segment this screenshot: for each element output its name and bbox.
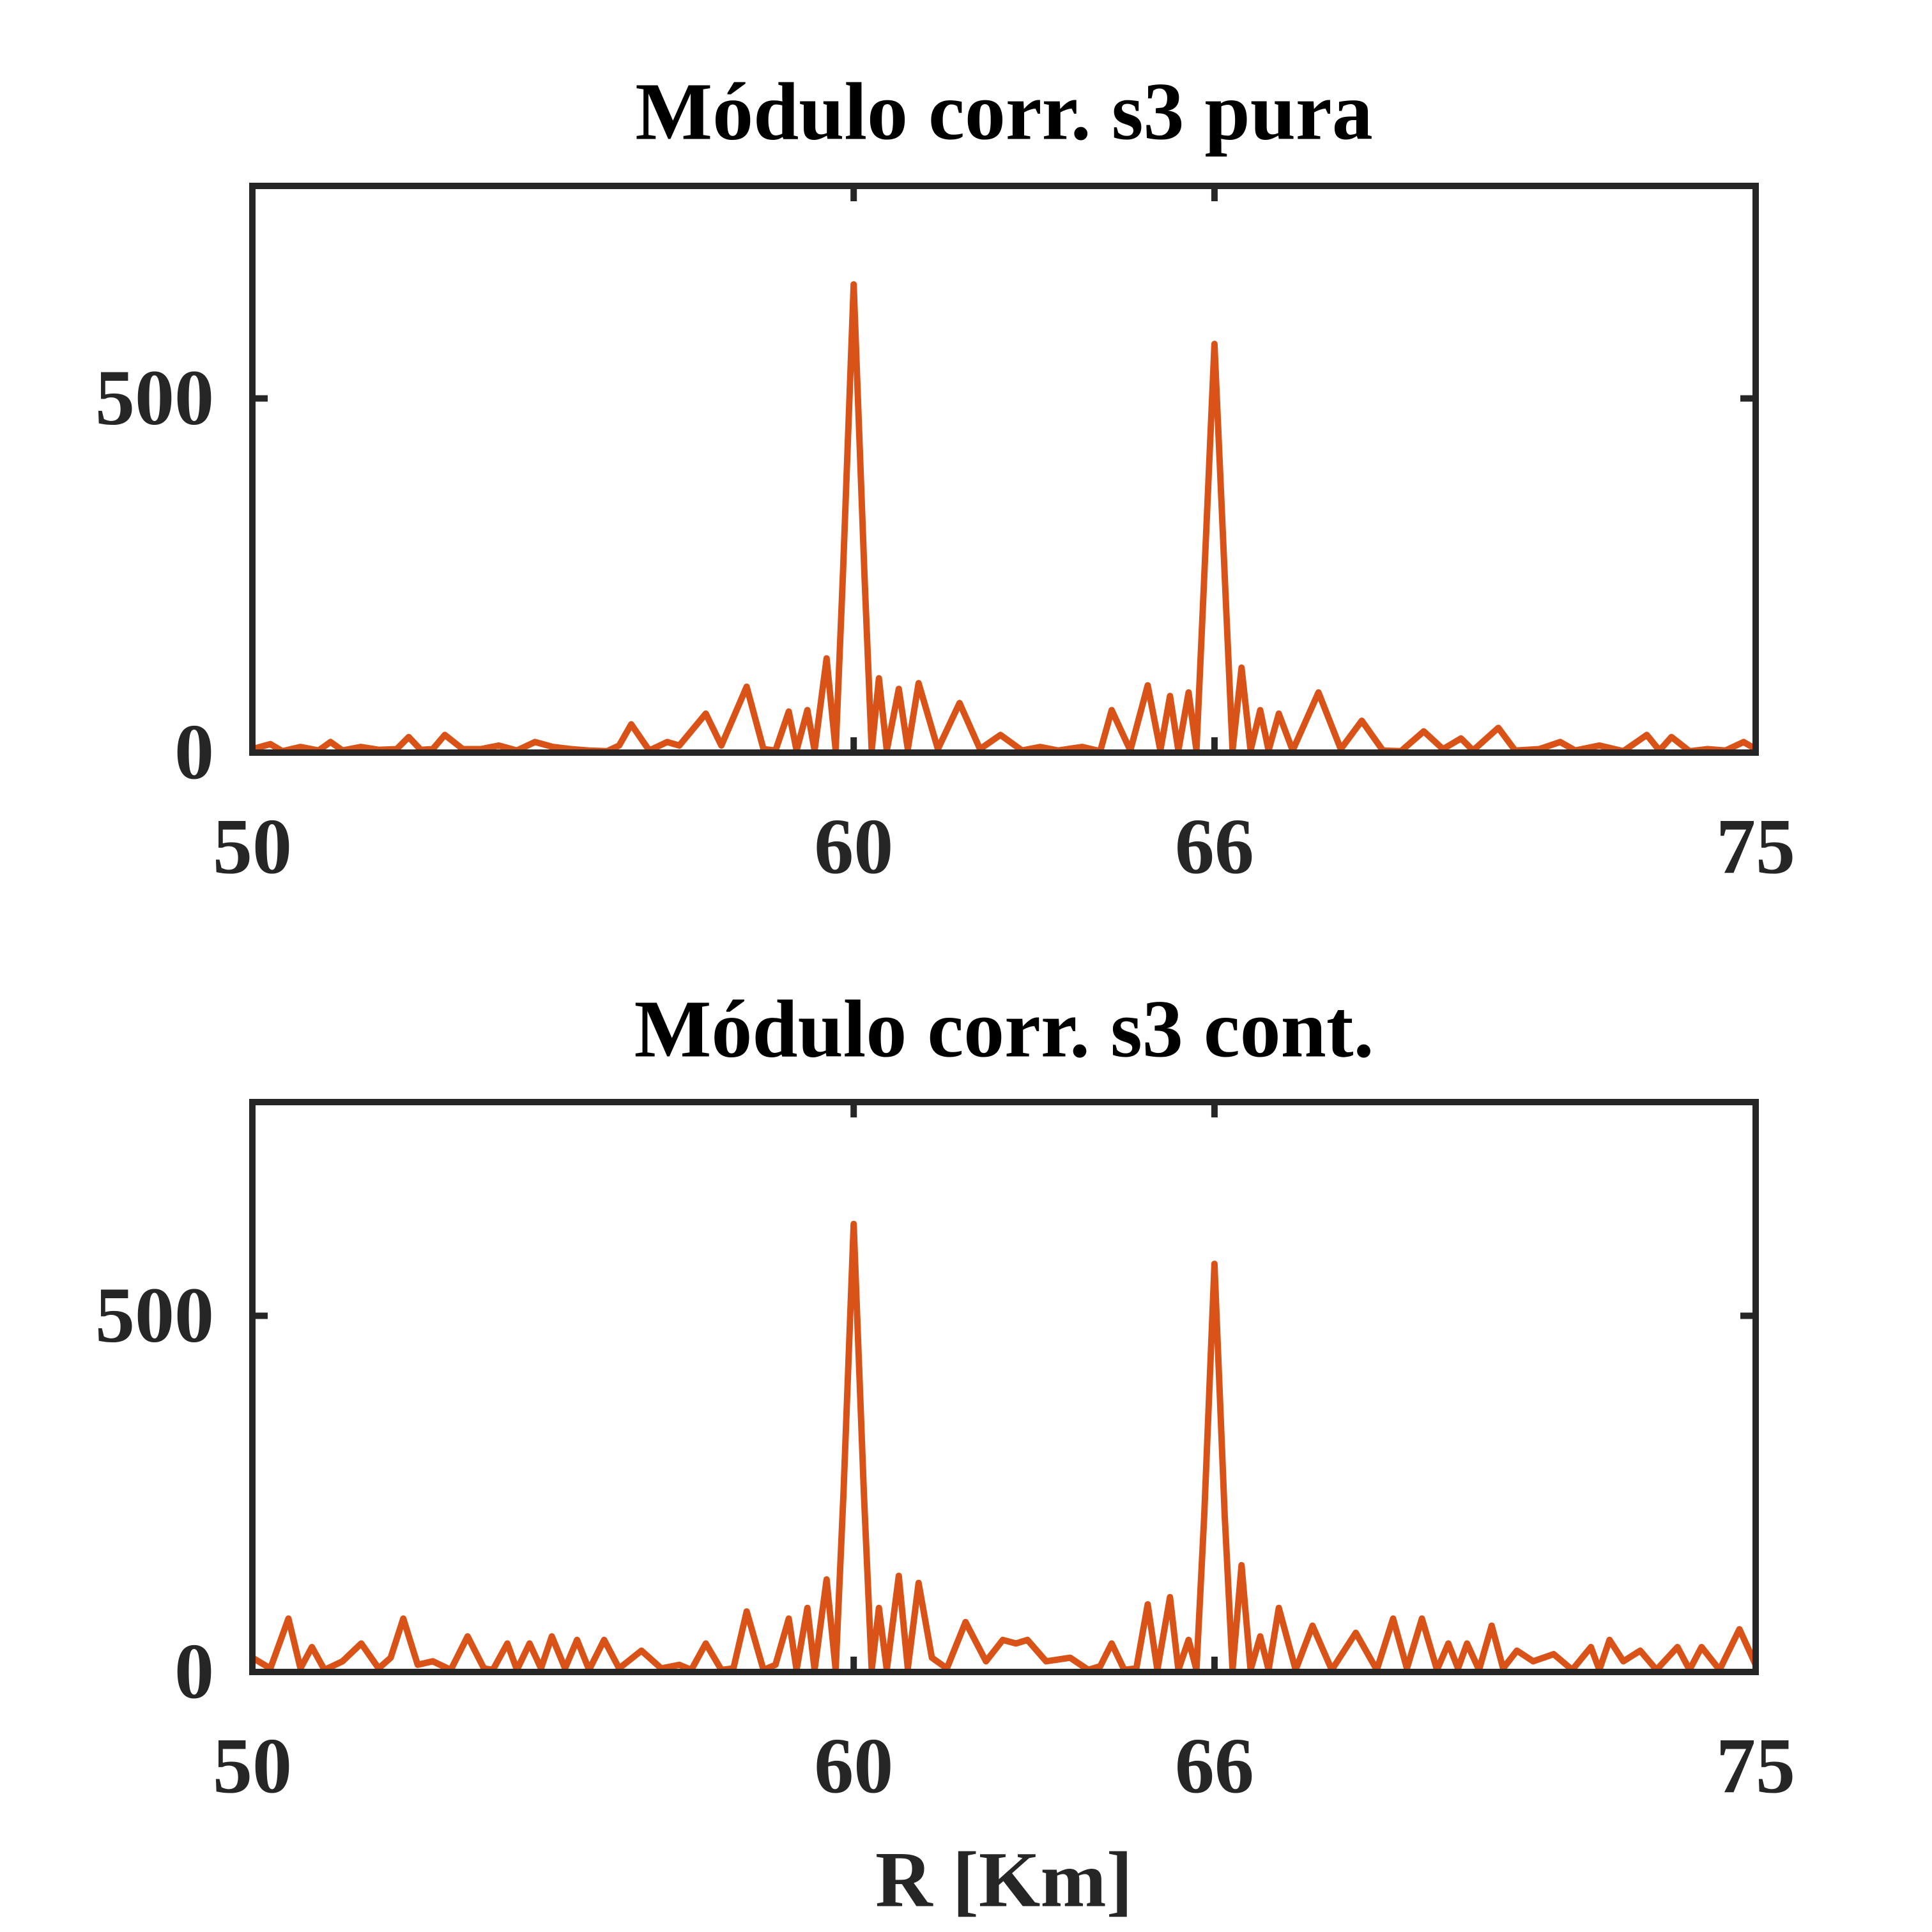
data-line: [251, 281, 1758, 755]
x-tick-label: 75: [1716, 1722, 1795, 1809]
x-tick-label: 60: [814, 1722, 893, 1809]
axes-box: [249, 183, 1759, 756]
x-tick-label: 66: [1175, 1722, 1254, 1809]
x-tick-label: 66: [1175, 802, 1254, 890]
x-tick-label: 50: [213, 1722, 292, 1809]
y-tick-label: 0: [174, 1627, 214, 1715]
x-tick-label: 50: [213, 802, 292, 890]
x-tick-label: 60: [814, 802, 893, 890]
x-tick-label: 75: [1716, 802, 1795, 890]
y-tick-label: 0: [174, 708, 214, 795]
x-axis-label: R [Km]: [875, 1836, 1133, 1923]
y-tick-label: 500: [95, 1271, 214, 1359]
data-line: [250, 1220, 1759, 1673]
chart-title: Módulo corr. s3 pura: [635, 66, 1372, 157]
axes-box: [249, 1099, 1759, 1675]
y-tick-label: 500: [95, 354, 214, 441]
chart-title: Módulo corr. s3 cont.: [634, 983, 1374, 1074]
